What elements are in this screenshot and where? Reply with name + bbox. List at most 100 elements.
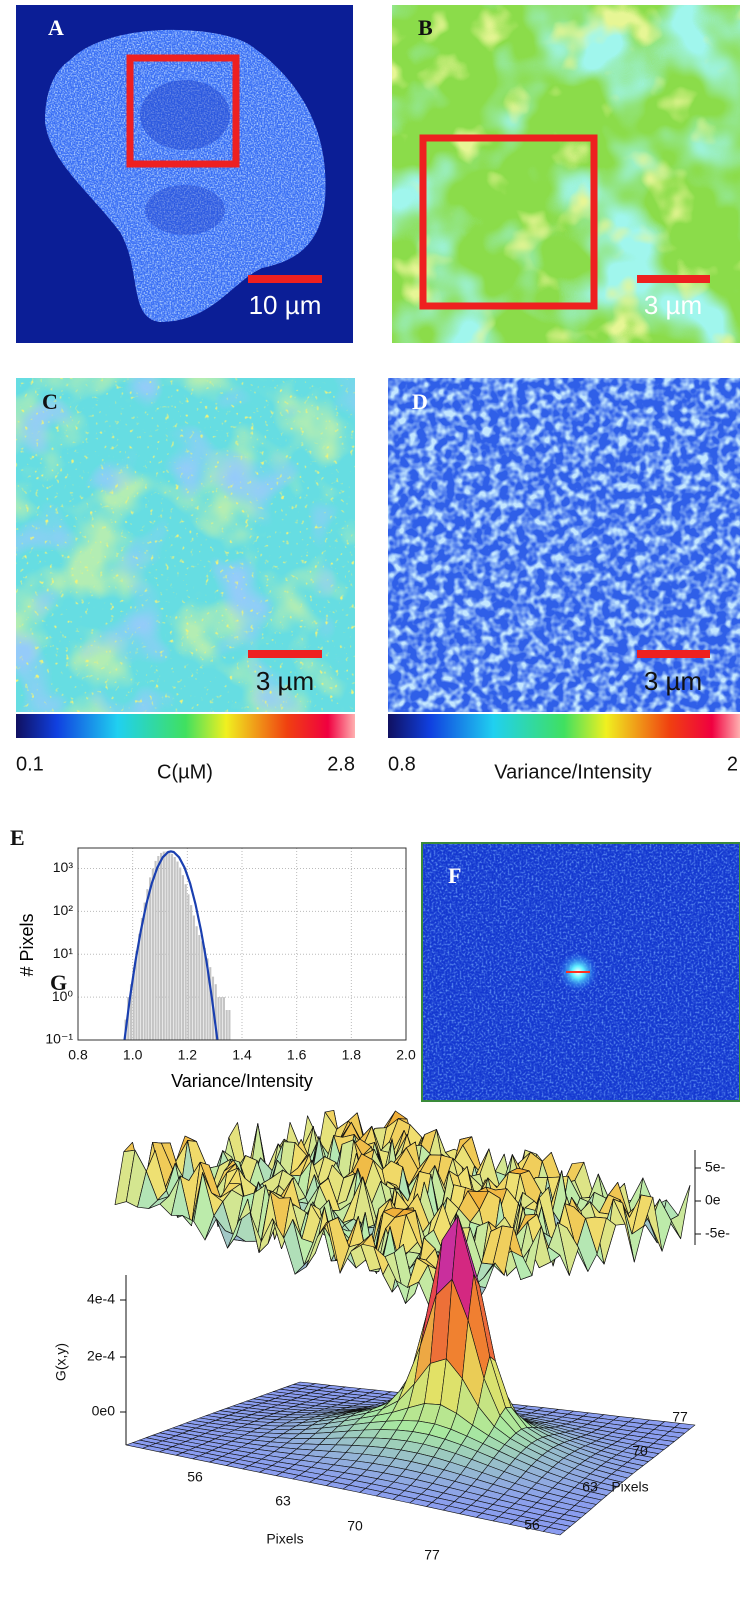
bar (201, 941, 204, 1040)
bar (135, 950, 138, 1040)
label: 2 (727, 753, 738, 775)
label: F (448, 863, 461, 888)
bar (214, 984, 217, 1040)
label: 0.1 (16, 753, 44, 775)
x-tick-label: 1.2 (178, 1047, 198, 1063)
label: D (412, 389, 428, 414)
label: Variance/Intensity (494, 761, 652, 783)
z-axis-title: G(x,y) (53, 1343, 69, 1381)
bar (138, 933, 141, 1040)
label: 5e- (705, 1159, 726, 1175)
bar (190, 905, 193, 1040)
scale-bar (248, 650, 322, 658)
y-tick-label: 10⁻¹ (45, 1031, 73, 1047)
bar (228, 1010, 231, 1040)
dark-region (145, 185, 225, 235)
bar (209, 967, 212, 1040)
x-tick-label: 2.0 (396, 1047, 416, 1063)
y-tick-label: 10¹ (53, 945, 74, 961)
label: 3 µm (256, 666, 314, 696)
label: 3 µm (644, 290, 702, 320)
label: 77 (672, 1409, 688, 1425)
dark-region (140, 80, 230, 150)
x-tick-label: 1.4 (232, 1047, 252, 1063)
colorbar (388, 714, 740, 738)
bar (203, 947, 206, 1040)
label: 0e0 (92, 1403, 116, 1419)
bar (146, 889, 149, 1040)
surface-patch (542, 1527, 566, 1536)
label: -5e- (705, 1225, 730, 1241)
label: A (48, 15, 64, 40)
scale-bar (637, 650, 710, 658)
bar (170, 853, 174, 1040)
texture (388, 378, 740, 712)
bar (129, 984, 133, 1040)
scale-bar (248, 275, 322, 283)
bar (132, 967, 135, 1040)
roi-box (419, 134, 598, 310)
scale-bar (637, 275, 710, 283)
x-tick-label: 1.6 (287, 1047, 307, 1063)
x-tick-label: 0.8 (68, 1047, 88, 1063)
label: 4e-4 (87, 1291, 115, 1307)
bar (198, 935, 201, 1040)
bar (143, 902, 146, 1040)
bar (179, 867, 182, 1040)
label: E (10, 825, 25, 850)
label: 70 (632, 1443, 648, 1459)
bar (222, 997, 225, 1040)
cell-texture (45, 29, 326, 323)
bar (165, 851, 168, 1040)
y-tick-label: 10² (53, 902, 74, 918)
bar (192, 915, 195, 1040)
label: 56 (524, 1517, 540, 1533)
bar (220, 997, 223, 1040)
colorbar (16, 714, 355, 738)
label: 56 (187, 1469, 203, 1485)
label: C(µM) (157, 761, 213, 783)
y-tick-label: 10³ (53, 859, 74, 875)
label: 10 µm (249, 290, 322, 320)
label: C (42, 389, 58, 414)
bar (154, 860, 157, 1040)
bar (195, 926, 198, 1040)
label: 77 (424, 1547, 440, 1563)
texture (392, 5, 740, 343)
bar (157, 856, 160, 1040)
bar (176, 861, 179, 1040)
bar (173, 857, 176, 1040)
label: 2.8 (327, 753, 355, 775)
bar (217, 997, 220, 1040)
bar (225, 1010, 228, 1040)
label: 70 (347, 1518, 363, 1534)
label: 3 µm (644, 666, 702, 696)
label: B (418, 15, 433, 40)
bar (160, 852, 163, 1040)
label: Pixels (611, 1479, 648, 1495)
bar (184, 884, 187, 1040)
plot-frame (77, 847, 407, 1041)
bar (162, 851, 165, 1040)
texture (16, 378, 355, 712)
bar (140, 917, 143, 1040)
label: Pixels (266, 1531, 303, 1547)
bar (151, 868, 154, 1040)
fit-line (123, 850, 219, 1041)
bar (149, 877, 152, 1040)
y-axis-title: # Pixels (17, 913, 37, 976)
roi-box (126, 54, 240, 168)
bar (187, 894, 190, 1040)
label: 0.8 (388, 753, 416, 775)
label: 63 (275, 1493, 291, 1509)
label: 2e-4 (87, 1348, 115, 1364)
bar (168, 852, 171, 1040)
y-tick-label: 10⁰ (52, 988, 74, 1004)
x-tick-label: 1.0 (123, 1047, 143, 1063)
x-axis-title: Variance/Intensity (171, 1071, 313, 1091)
label: 63 (582, 1479, 598, 1495)
label: 0e (705, 1192, 721, 1208)
bar (206, 958, 209, 1040)
bar (181, 875, 184, 1040)
